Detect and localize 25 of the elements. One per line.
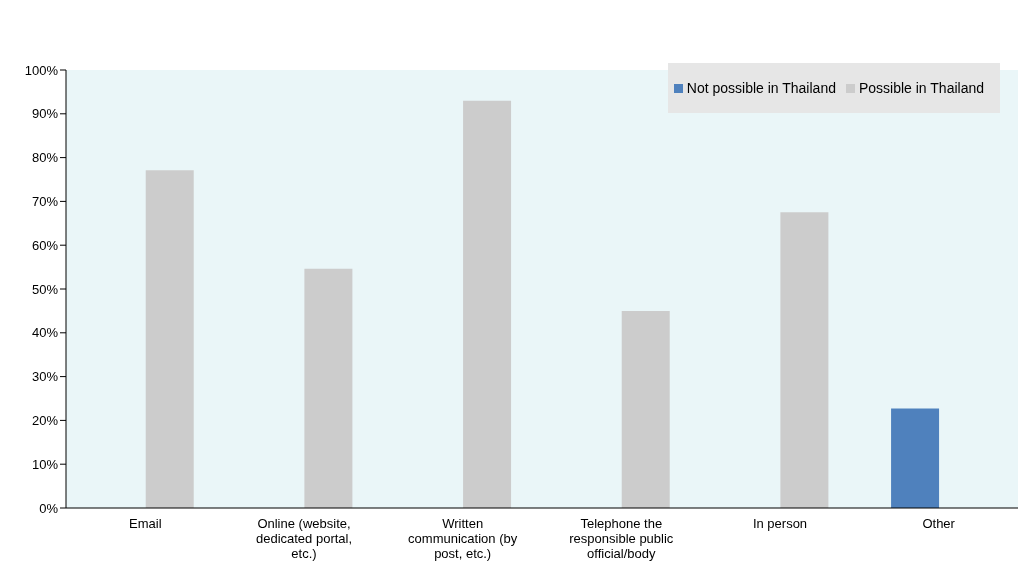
- x-tick-label: Email: [129, 516, 162, 531]
- y-tick-label: 40%: [31, 325, 59, 341]
- x-tick-label: Telephone the responsible public official/body: [569, 516, 674, 561]
- y-tick-label: 60%: [31, 237, 59, 253]
- y-tick-label: 10%: [31, 456, 59, 472]
- bar: [145, 170, 194, 508]
- bar: [304, 268, 353, 508]
- x-tick-label: In person: [752, 516, 808, 531]
- legend-label: Not possible in Thailand: [686, 80, 836, 96]
- y-tick-label: 50%: [31, 281, 59, 297]
- y-tick-label: 20%: [31, 413, 59, 429]
- y-tick-label: 90%: [31, 106, 59, 122]
- legend-label: Possible in Thailand: [858, 80, 984, 96]
- x-tick-label: Written communication (by post, etc.): [408, 516, 518, 561]
- bar: [780, 212, 829, 508]
- y-tick-label: 30%: [31, 369, 59, 385]
- y-tick-label: 0%: [39, 500, 59, 516]
- bar: [891, 408, 940, 508]
- y-tick-label: 70%: [31, 194, 59, 210]
- x-tick-label: Other: [922, 516, 956, 531]
- bar: [463, 100, 512, 508]
- y-tick-label: 100%: [24, 62, 59, 78]
- x-tick-label: Online (website, dedicated portal, etc.): [255, 516, 353, 561]
- y-tick-label: 80%: [31, 150, 59, 166]
- bar: [621, 310, 670, 508]
